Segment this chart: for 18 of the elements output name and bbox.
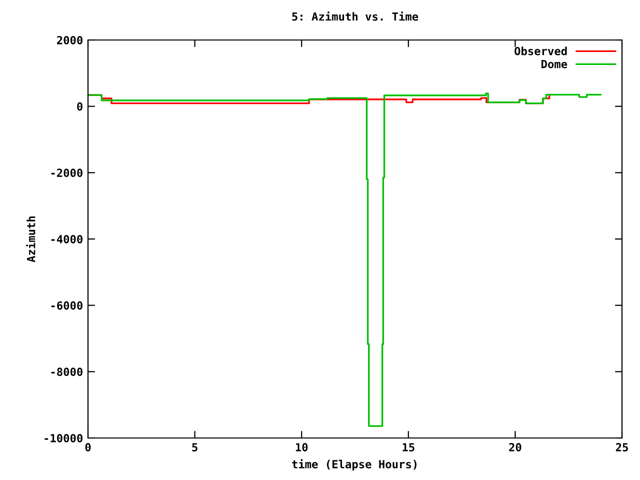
- y-axis-title: Azimuth: [26, 216, 36, 262]
- chart-title: 5: Azimuth vs. Time: [292, 12, 418, 21]
- x-tick-label: 15: [402, 443, 414, 452]
- x-axis-title: time (Elapse Hours): [292, 459, 416, 471]
- legend-label: Observed: [514, 46, 567, 56]
- x-tick-label: 20: [509, 443, 522, 452]
- y-tick-label: 0: [77, 102, 82, 111]
- y-tick-label: -4000: [51, 234, 82, 244]
- y-tick-label: 2000: [57, 36, 82, 44]
- x-tick-label: 0: [85, 443, 91, 452]
- y-tick-label: -10000: [44, 434, 82, 442]
- x-tick-label: 10: [296, 443, 308, 452]
- y-tick-label: -8000: [51, 368, 82, 376]
- y-tick-label: -6000: [51, 301, 82, 310]
- legend-label: Dome: [542, 60, 568, 68]
- x-tick-label: 25: [616, 443, 628, 452]
- y-tick-label: -2000: [51, 168, 82, 178]
- x-tick-label: 5: [192, 443, 198, 452]
